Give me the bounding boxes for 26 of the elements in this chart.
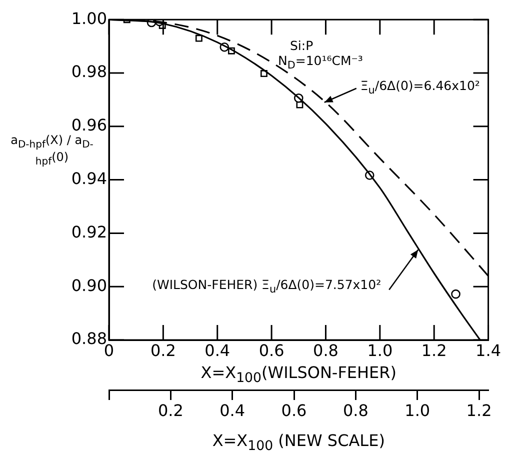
y-tick-label: 0.92: [71, 222, 107, 242]
y-tick-label: 1.00: [71, 8, 107, 28]
x-tick-label: 1.0: [367, 340, 393, 360]
x2-axis-title: X=X$_{100}$ (NEW SCALE): [211, 431, 386, 454]
y-tick-label: 0.96: [71, 116, 107, 135]
x-tick-label: 0.8: [313, 340, 338, 360]
x2-tick-label: 1.2: [466, 400, 492, 420]
x-tick-label: 0.6: [258, 340, 284, 360]
text: a$_{D-hpf}$(X) / a$_{D-}$$_{hpf}$(0): [10, 133, 94, 168]
annotation: Si:P: [290, 38, 314, 53]
x-tick-label: 1.2: [421, 340, 447, 360]
x2-tick-label: 1.0: [404, 400, 430, 420]
y-tick-label: 0.90: [71, 276, 107, 295]
x2-tick-label: 0.2: [158, 400, 184, 420]
x2-tick-label: 0.6: [281, 400, 307, 420]
y-tick-label: 0.94: [71, 168, 107, 188]
x-tick-label: 1.4: [476, 340, 502, 360]
x-axis-title: X=X$_{100}$(WILSON-FEHER): [200, 363, 398, 386]
y-tick-label: 0.98: [71, 62, 107, 82]
x-tick-label: 0.2: [150, 340, 176, 360]
annotation: Ξ$_{u}$/6Δ(0)=6.46x10²: [360, 78, 480, 97]
annotation: (WILSON-FEHER) Ξ$_{u}$/6Δ(0)=7.57x10²: [152, 276, 382, 296]
x2-tick-label: 0.8: [342, 400, 368, 420]
x-tick-label: 0.4: [204, 340, 230, 360]
annotation: N$_{D}$=10¹⁶CM⁻³: [278, 53, 363, 72]
x2-tick-label: 0.4: [220, 400, 246, 420]
